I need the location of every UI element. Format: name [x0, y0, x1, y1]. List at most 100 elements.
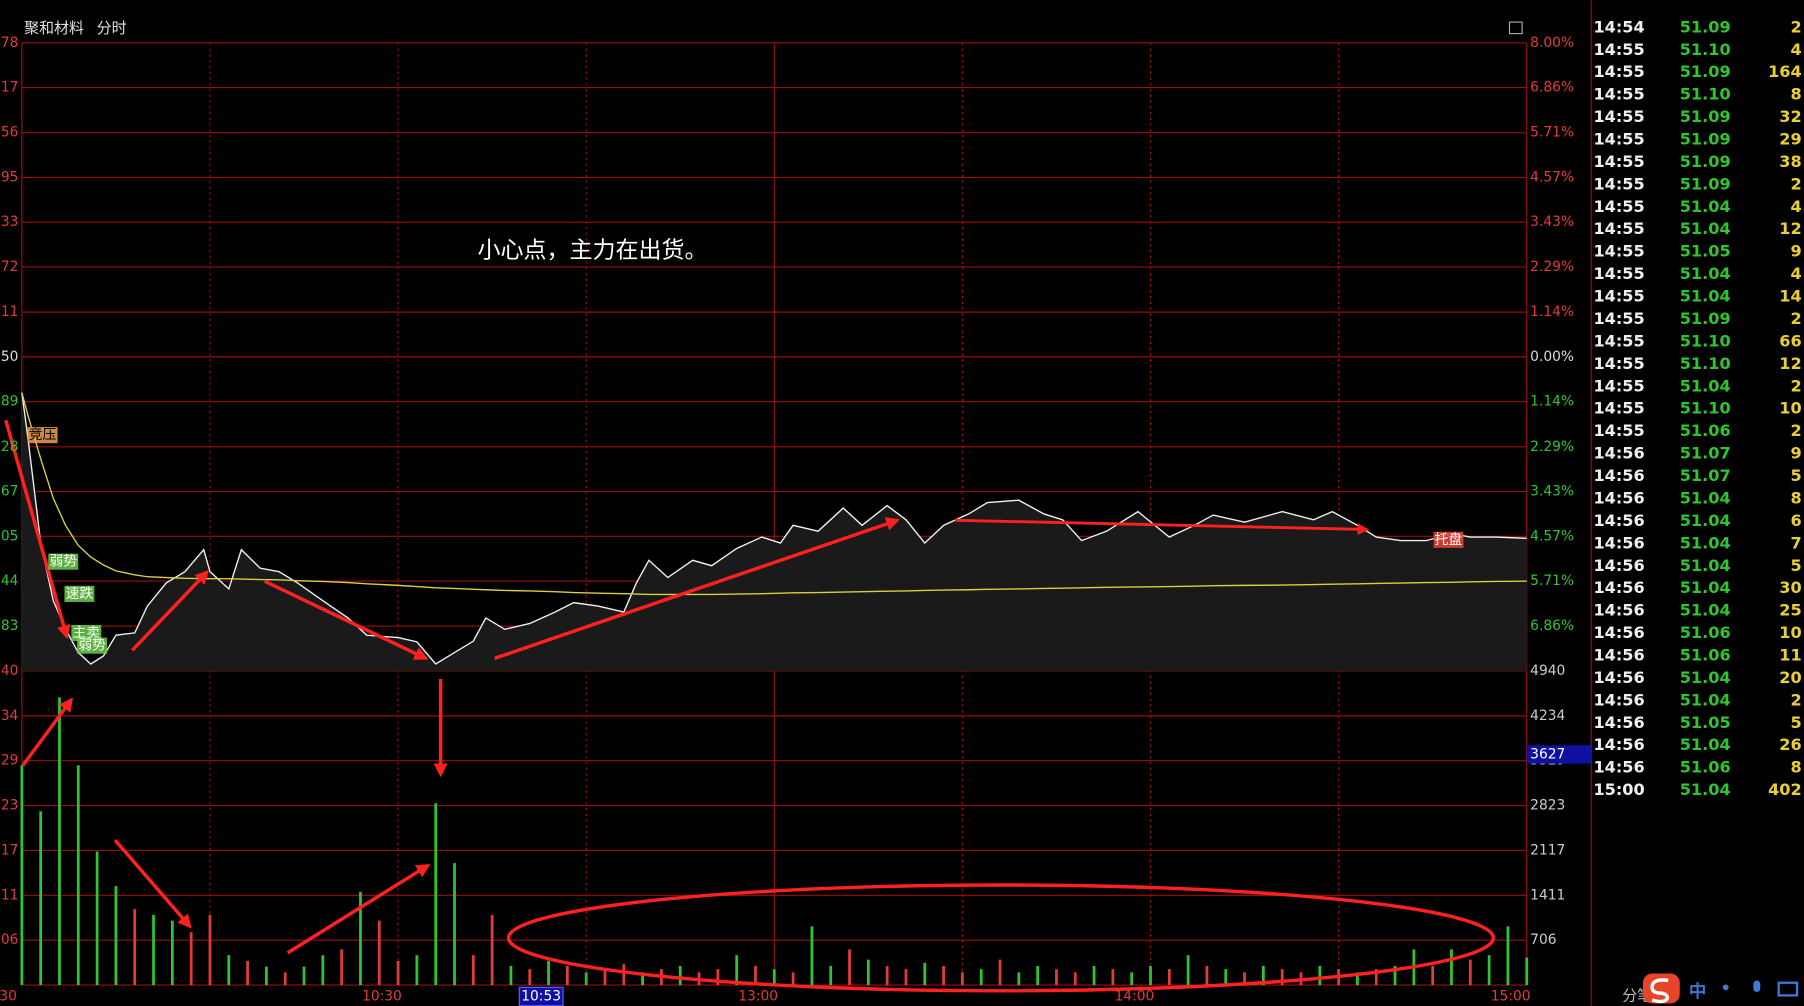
signal-tag: 竞压 — [29, 426, 57, 443]
volume-bar — [584, 972, 588, 986]
y-tick-label: 1.14% — [1530, 394, 1574, 410]
trade-time: 14:55 — [1593, 376, 1644, 395]
trade-price: 51.09 — [1680, 17, 1731, 36]
trade-volume: 402 — [1768, 780, 1802, 799]
volume-bar — [622, 964, 626, 986]
trade-time: 14:55 — [1593, 219, 1644, 238]
trade-price: 51.04 — [1680, 488, 1731, 507]
volume-bar — [1487, 955, 1491, 986]
volume-bar — [1205, 965, 1209, 986]
plot — [20, 392, 1529, 986]
volume-bar — [396, 960, 400, 986]
y-tick-label-left: 29 — [1, 753, 19, 769]
volume-bar — [1374, 969, 1378, 986]
trade-volume: 25 — [1779, 601, 1801, 620]
y-tick-label-left: 50 — [1, 349, 19, 365]
volume-marker-box — [1526, 745, 1592, 764]
trade-volume: 4 — [1790, 264, 1801, 283]
volume-bar — [227, 955, 231, 986]
y-tick-label-left: 17 — [1, 80, 19, 96]
y-tick-label: 1.14% — [1530, 304, 1574, 320]
trade-price: 51.04 — [1680, 578, 1731, 597]
signal-tag-bg — [77, 637, 107, 654]
trade-price: 51.07 — [1680, 444, 1731, 463]
trade-volume: 9 — [1790, 444, 1801, 463]
trade-time: 14:56 — [1593, 735, 1644, 754]
volume-bar — [208, 914, 212, 986]
ime-mode[interactable]: 中 — [1689, 981, 1706, 1002]
trade-volume: 12 — [1779, 354, 1801, 373]
trade-price: 51.09 — [1680, 174, 1731, 193]
trade-volume: 2 — [1790, 690, 1801, 709]
volume-bar — [942, 965, 945, 986]
y-tick-label-left: 33 — [1, 214, 19, 230]
volume-bar — [829, 965, 833, 986]
y-tick-label: 4.57% — [1530, 169, 1574, 185]
ime-logo[interactable] — [1642, 973, 1680, 1004]
arrow — [954, 518, 1370, 536]
ime-keyboard[interactable] — [1777, 981, 1799, 997]
volume-bar — [1092, 965, 1096, 986]
volume-bar — [961, 972, 964, 986]
trade-time: 14:55 — [1593, 331, 1644, 350]
volume-bar — [1224, 969, 1228, 986]
volume-bar — [189, 932, 193, 986]
trade-volume: 8 — [1790, 85, 1801, 104]
trade-volume: 8 — [1790, 758, 1801, 777]
trade-price: 51.09 — [1680, 130, 1731, 149]
trade-time: 14:56 — [1593, 578, 1644, 597]
volume-bar — [528, 969, 532, 986]
y-tick-label-left: 56 — [1, 125, 19, 141]
y-tick-label-left: 44 — [1, 573, 19, 589]
trade-ticker: 14:54 51.09 2 14:55 51.10 4 14:55 51.09 164 14:55… — [1593, 17, 1801, 799]
trade-time: 14:54 — [1593, 17, 1644, 36]
volume-bar — [453, 863, 456, 986]
signal-tag: 托盘 — [1435, 531, 1463, 548]
trade-volume: 14 — [1779, 287, 1801, 306]
trade-time: 14:56 — [1593, 466, 1644, 485]
volume-marker: 3627 — [1530, 746, 1565, 762]
arrow — [263, 579, 429, 660]
volume-bar — [340, 949, 344, 986]
trade-price: 51.06 — [1680, 758, 1731, 777]
trade-volume: 11 — [1779, 646, 1801, 665]
y-tick-label-left: 17 — [1, 842, 19, 858]
arrows — [4, 419, 1370, 955]
trade-volume: 6 — [1790, 511, 1801, 530]
ime-mic[interactable] — [1753, 980, 1761, 992]
volume-bar — [152, 914, 155, 986]
volume-bar — [377, 920, 381, 986]
trade-volume: 10 — [1779, 623, 1801, 642]
arrow — [494, 517, 901, 660]
arrow — [286, 863, 431, 955]
y-tick-label-left: 40 — [1, 663, 19, 679]
volume-bar — [1393, 965, 1397, 986]
trade-volume: 2 — [1790, 309, 1801, 328]
ime-punct[interactable] — [1722, 984, 1729, 991]
window-icon[interactable] — [1508, 21, 1523, 35]
volume-bar — [321, 955, 325, 986]
trade-price: 51.05 — [1680, 713, 1731, 732]
trade-price: 51.09 — [1680, 152, 1731, 171]
y-tick-label-left: 11 — [1, 304, 19, 320]
volume-bar — [1055, 969, 1058, 986]
trade-volume: 38 — [1779, 152, 1801, 171]
volume-bar — [1506, 926, 1510, 986]
y-tick-label-left: 34 — [1, 708, 19, 724]
trade-volume: 32 — [1779, 107, 1801, 126]
y-tick-label-left: 89 — [1, 394, 19, 410]
y-tick-label-left: 06 — [1, 932, 19, 948]
cursor-label: 10:53 — [521, 989, 561, 1005]
volume-bar — [1261, 965, 1265, 986]
signal-tag-bg — [1433, 531, 1464, 548]
volume-bar — [735, 955, 739, 986]
y-tick-label-left: 83 — [1, 618, 19, 634]
trade-time: 14:55 — [1593, 107, 1644, 126]
trade-price: 51.10 — [1680, 331, 1731, 350]
trade-time: 14:56 — [1593, 623, 1644, 642]
average-line — [21, 392, 1527, 596]
volume-bar — [1450, 949, 1453, 986]
ime-logo-glyph — [1650, 978, 1669, 1004]
y-tick-label: 0.00% — [1530, 349, 1574, 365]
trade-time: 14:55 — [1593, 40, 1644, 59]
